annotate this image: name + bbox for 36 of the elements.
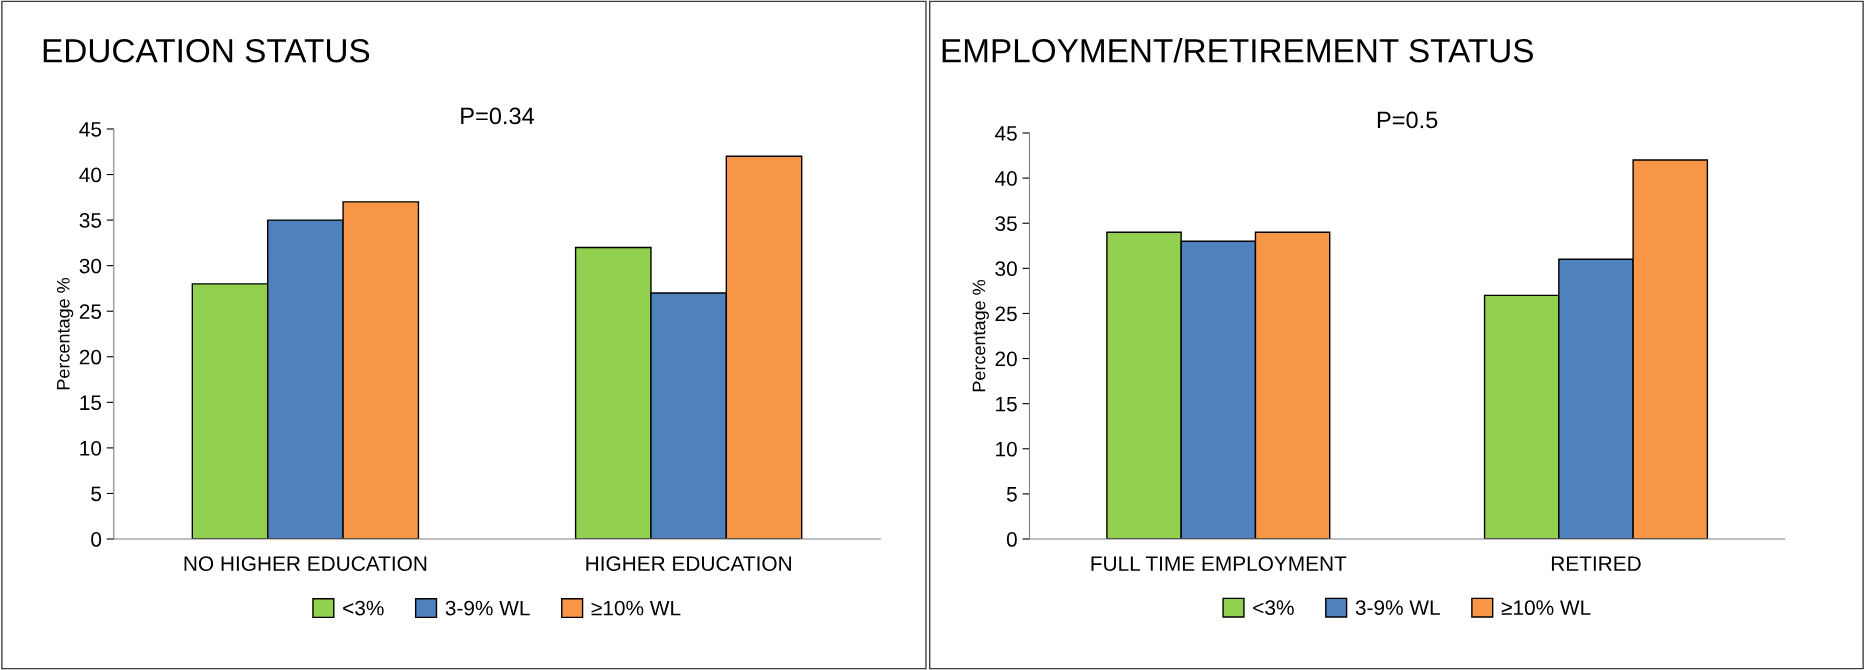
y-tick-label: 40 [994, 171, 1017, 186]
x-tick-label: RETIRED [1551, 556, 1641, 571]
text: P=0.5 [1377, 111, 1438, 129]
legend-label: ≥10% WL [1501, 600, 1591, 616]
y-tick-label: 15 [996, 396, 1017, 412]
y-tick-label: 30 [995, 261, 1017, 277]
y-tick-label: 5 [91, 486, 102, 502]
x-tick-label: HIGHER EDUCATION [586, 556, 791, 571]
y-tick-label: 20 [79, 349, 102, 365]
y-tick-label: 25 [79, 304, 102, 319]
y-tick-label: 10 [80, 440, 102, 456]
y-tick-label: 35 [79, 213, 102, 228]
text: P=0.34 [461, 107, 535, 125]
y-tick-label: 30 [79, 258, 102, 274]
y-axis-title: Percentage % [56, 277, 74, 390]
legend-label: <3% [1253, 600, 1294, 616]
y-tick-label: 45 [994, 126, 1017, 141]
y-tick-label: 35 [995, 216, 1017, 231]
chart-title: EDUCATION STATUS [43, 38, 370, 63]
legend-label: 3-9% WL [1355, 600, 1440, 616]
legend-label: <3% [343, 600, 384, 616]
y-tick-label: 25 [995, 306, 1017, 322]
y-tick-label: 45 [79, 122, 102, 137]
chart-title: EMPLOYMENT/RETIREMENT STATUS [942, 38, 1533, 63]
y-tick-label: 0 [91, 532, 102, 547]
legend-label: 3-9% WL [445, 600, 530, 616]
y-tick-label: 40 [79, 167, 102, 183]
x-tick-label: NO HIGHER EDUCATION [184, 556, 427, 571]
y-tick-label: 5 [1006, 487, 1017, 502]
y-tick-label: 10 [996, 441, 1017, 457]
y-axis-title: Percentage % [972, 279, 989, 392]
y-tick-label: 0 [1006, 532, 1017, 547]
x-tick-label: FULL TIME EMPLOYMENT [1091, 556, 1347, 571]
y-tick-label: 20 [995, 351, 1017, 367]
legend-label: ≥10% WL [591, 600, 681, 616]
y-tick-label: 15 [80, 395, 102, 411]
